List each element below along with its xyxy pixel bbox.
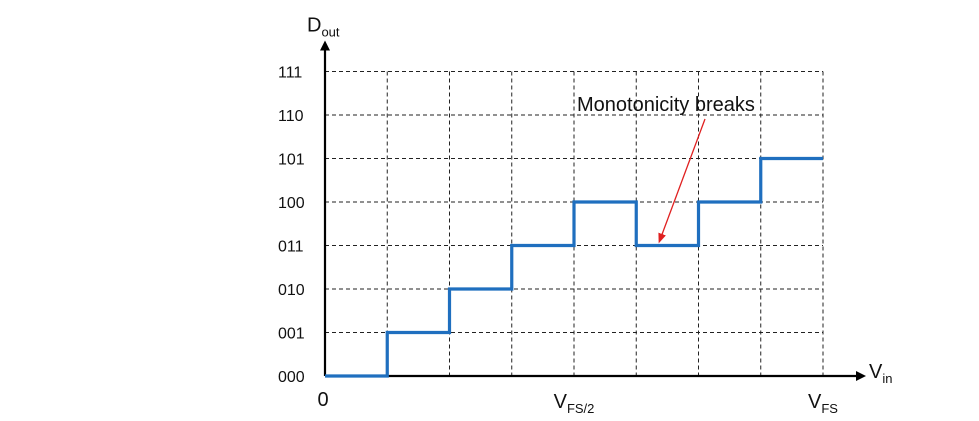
- y-axis-title: Dout: [307, 15, 340, 40]
- transfer-step-line: [325, 156, 823, 378]
- y-tick-label: 010: [278, 282, 305, 299]
- y-tick-label: 110: [278, 108, 304, 125]
- x-tick-label-end: VFS: [808, 391, 838, 416]
- x-axis-title-main: V: [869, 361, 883, 383]
- y-tick-label: 001: [278, 326, 305, 343]
- y-tick-label: 111: [278, 65, 302, 82]
- y-tick-labels: 000 001 010 011 100 101 110 111: [278, 65, 305, 387]
- axes: Dout Vin: [307, 15, 892, 387]
- y-tick-label: 100: [278, 195, 305, 212]
- x-tick-labels: 0 VFS/2 VFS: [317, 389, 838, 416]
- y-axis-title-main: D: [307, 15, 321, 37]
- annotations: Monotonicity breaks: [577, 94, 755, 244]
- x-tick-label-origin: 0: [317, 389, 328, 411]
- x-tick-label-mid: VFS/2: [554, 391, 595, 416]
- y-tick-label: 000: [278, 369, 305, 386]
- x-tick-label-mid-sub: FS/2: [567, 401, 594, 416]
- x-tick-label-mid-main: V: [554, 391, 568, 413]
- y-axis-title-sub: out: [321, 25, 339, 40]
- y-tick-label: 101: [278, 152, 305, 169]
- x-axis-title-sub: in: [882, 371, 892, 386]
- annotation-arrow: [658, 118, 706, 244]
- x-tick-label-end-main: V: [808, 391, 822, 413]
- x-tick-label-end-sub: FS: [821, 401, 838, 416]
- x-axis-title: Vin: [869, 361, 892, 386]
- annotation-label: Monotonicity breaks: [577, 94, 755, 116]
- y-tick-label: 011: [278, 239, 304, 256]
- transfer-series: [325, 156, 823, 378]
